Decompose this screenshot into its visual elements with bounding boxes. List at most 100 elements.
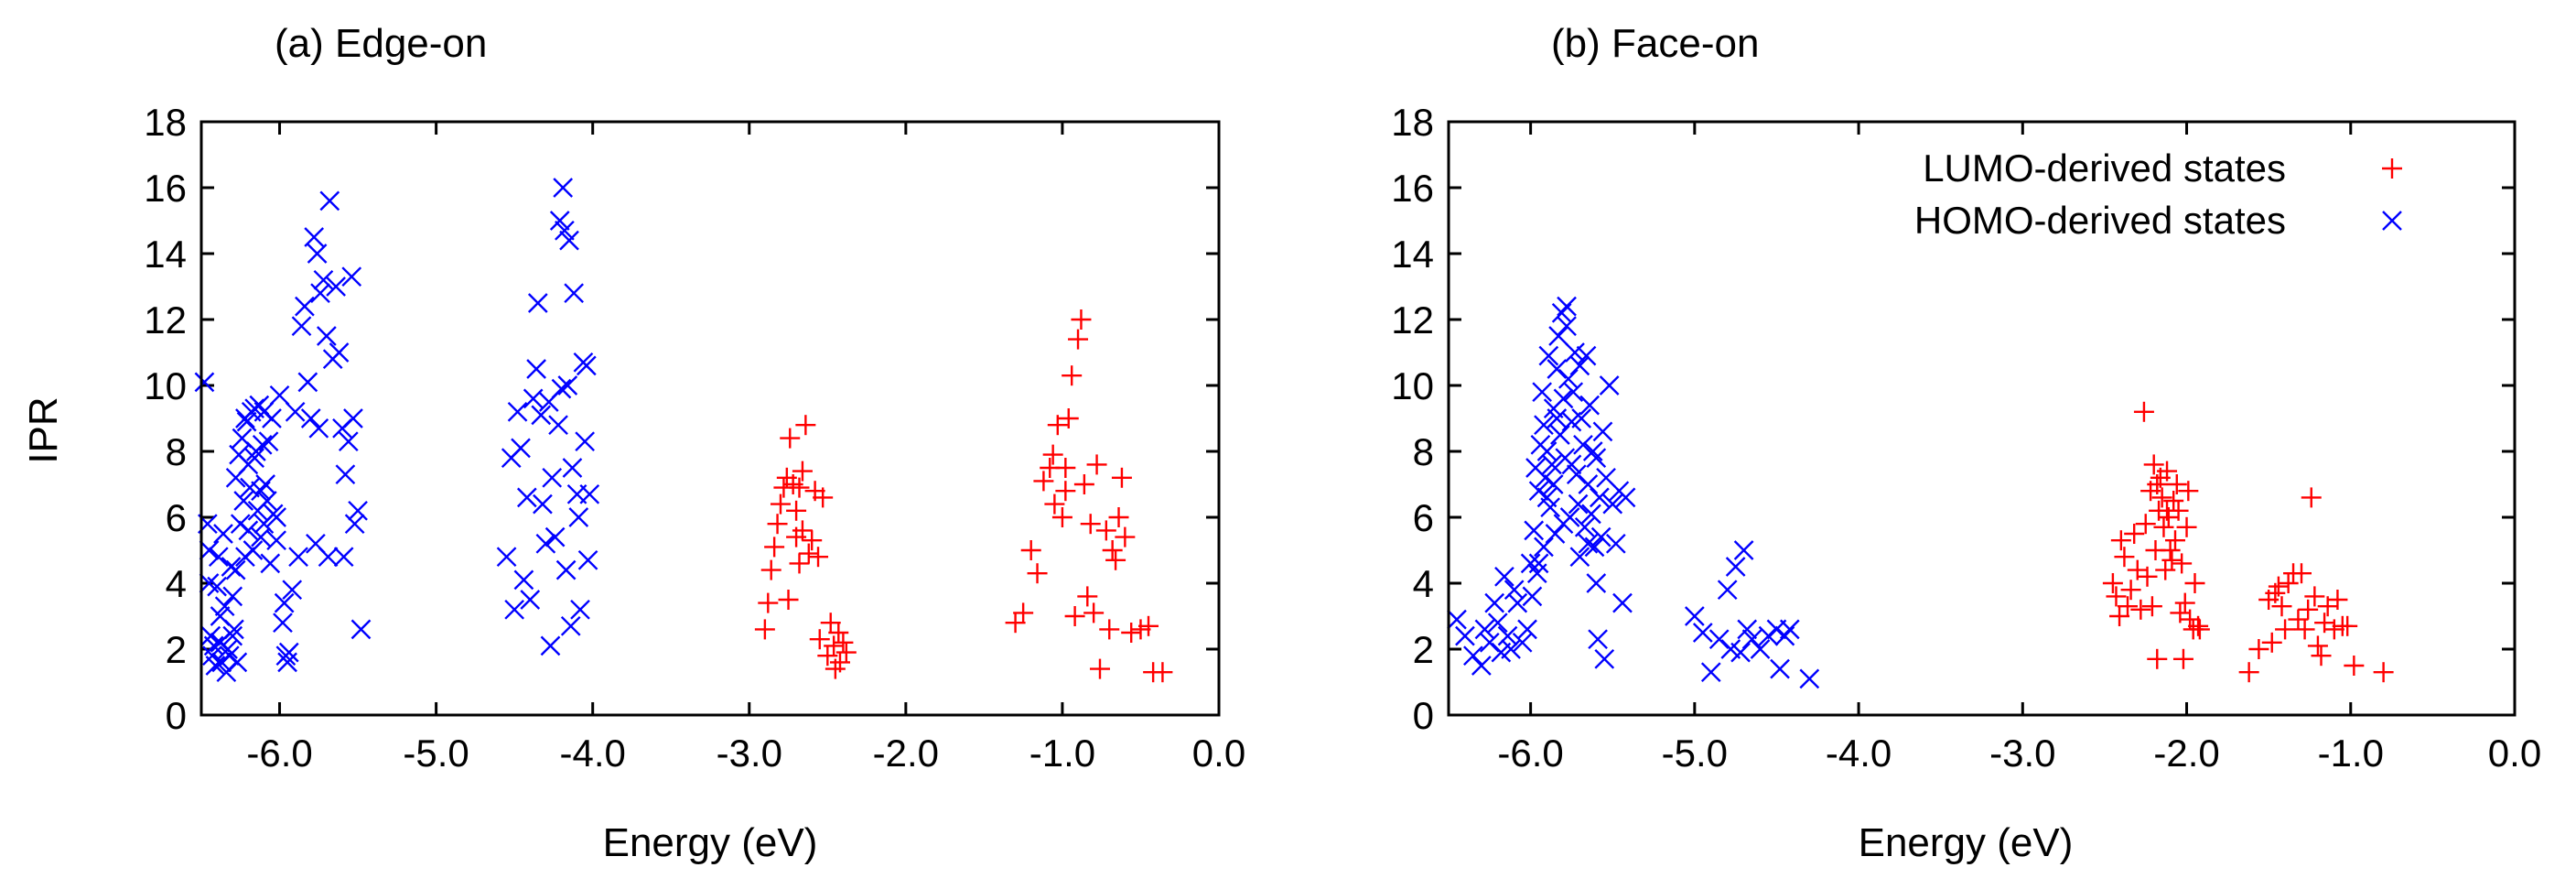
lumo-point [786,500,807,521]
lumo-point [2291,563,2312,584]
lumo-point [2278,573,2299,593]
homo-point [1590,526,1611,547]
x-tick-label: -2.0 [873,732,939,775]
lumo-point [2135,514,2156,535]
homo-point [350,619,372,640]
legend-label-homo: HOMO-derived states [1914,199,2286,242]
homo-point [1737,619,1758,640]
homo-point [199,540,220,560]
homo-point [1501,639,1521,659]
homo-point [1605,533,1626,554]
x-tick-label: -5.0 [403,732,469,775]
homo-point [236,411,257,432]
homo-point [1524,520,1545,541]
homo-point [207,576,227,597]
homo-point [1568,493,1589,515]
lumo-point [1058,408,1079,428]
panel-a-title: (a) Edge-on [275,21,487,66]
homo-point [288,547,308,568]
x-tick-label: -5.0 [1662,732,1728,775]
homo-point [1553,388,1574,409]
legend-cross-mark [2382,211,2402,231]
homo-point [266,530,286,551]
homo-point [504,599,525,620]
lumo-point [2147,648,2168,669]
lumo-point [2275,619,2296,640]
lumo-point [780,428,801,449]
lumo-point [2153,516,2174,537]
homo-point [1750,639,1771,659]
lumo-point [1020,540,1041,560]
lumo-point [2143,454,2164,475]
y-tick-label: 4 [166,562,187,605]
homo-point [1534,537,1554,558]
homo-point [1557,316,1577,337]
lumo-point [2344,656,2365,676]
homo-point [564,283,585,304]
homo-point [210,606,231,626]
homo-point [535,533,556,554]
homo-point [1479,632,1500,653]
homo-point [1586,573,1607,593]
lumo-point [1044,493,1065,515]
homo-point [343,408,363,428]
homo-point [1612,592,1633,613]
lumo-point [2298,599,2319,620]
homo-point [240,477,260,498]
x-tick-label: -4.0 [1826,732,1892,775]
homo-point [213,524,233,544]
x-tick-label: 0.0 [1192,732,1245,775]
homo-point [304,227,325,247]
homo-point [1582,441,1603,461]
homo-point [555,559,577,580]
homo-point [269,385,290,406]
panel-a-data-points [194,178,1173,683]
homo-point [549,211,570,231]
homo-point [1569,547,1590,568]
homo-point [318,547,339,568]
homo-point [1569,355,1590,376]
y-tick-label: 8 [1413,430,1434,473]
lumo-point [820,613,841,634]
homo-point [1557,296,1577,317]
homo-point [244,448,265,469]
y-tick-label: 10 [144,364,187,407]
y-tick-label: 14 [1391,233,1434,276]
homo-point [251,481,271,502]
homo-point [1545,524,1566,544]
homo-point [273,613,293,634]
homo-point [520,590,541,610]
legend: LUMO-derived states HOMO-derived states [1914,146,2402,242]
lumo-point [1095,520,1116,541]
lumo-point [809,629,830,650]
lumo-point [824,635,845,656]
legend-marker-homo [2382,211,2402,231]
homo-point [1487,613,1508,634]
homo-point [533,493,553,515]
lumo-point [2141,596,2162,617]
homo-point [1758,625,1779,646]
homo-point [1522,586,1543,607]
homo-point [329,342,350,363]
lumo-point [2106,586,2127,607]
homo-point [1615,487,1636,508]
homo-point [344,514,365,535]
panel-face-on: (b) Face-on Energy (eV) 0 2 4 6 8 10 12 14 16 18 -… [1391,21,2541,865]
homo-point [274,592,295,613]
homo-point [1594,648,1615,669]
lumo-point [754,619,775,640]
lumo-point [1047,415,1068,436]
homo-point [1725,557,1746,577]
lumo-point [2373,662,2394,683]
lumo-point [1068,329,1089,350]
y-tick-label: 4 [1413,562,1434,605]
homo-point [307,244,328,264]
x-tick-label: -4.0 [560,732,626,775]
x-tick-label: -3.0 [717,732,782,775]
homo-point [205,656,226,676]
homo-point [1517,619,1537,640]
lumo-point [1108,507,1129,527]
lumo-point [2172,553,2193,574]
homo-point [243,540,264,560]
homo-point [1779,619,1800,640]
